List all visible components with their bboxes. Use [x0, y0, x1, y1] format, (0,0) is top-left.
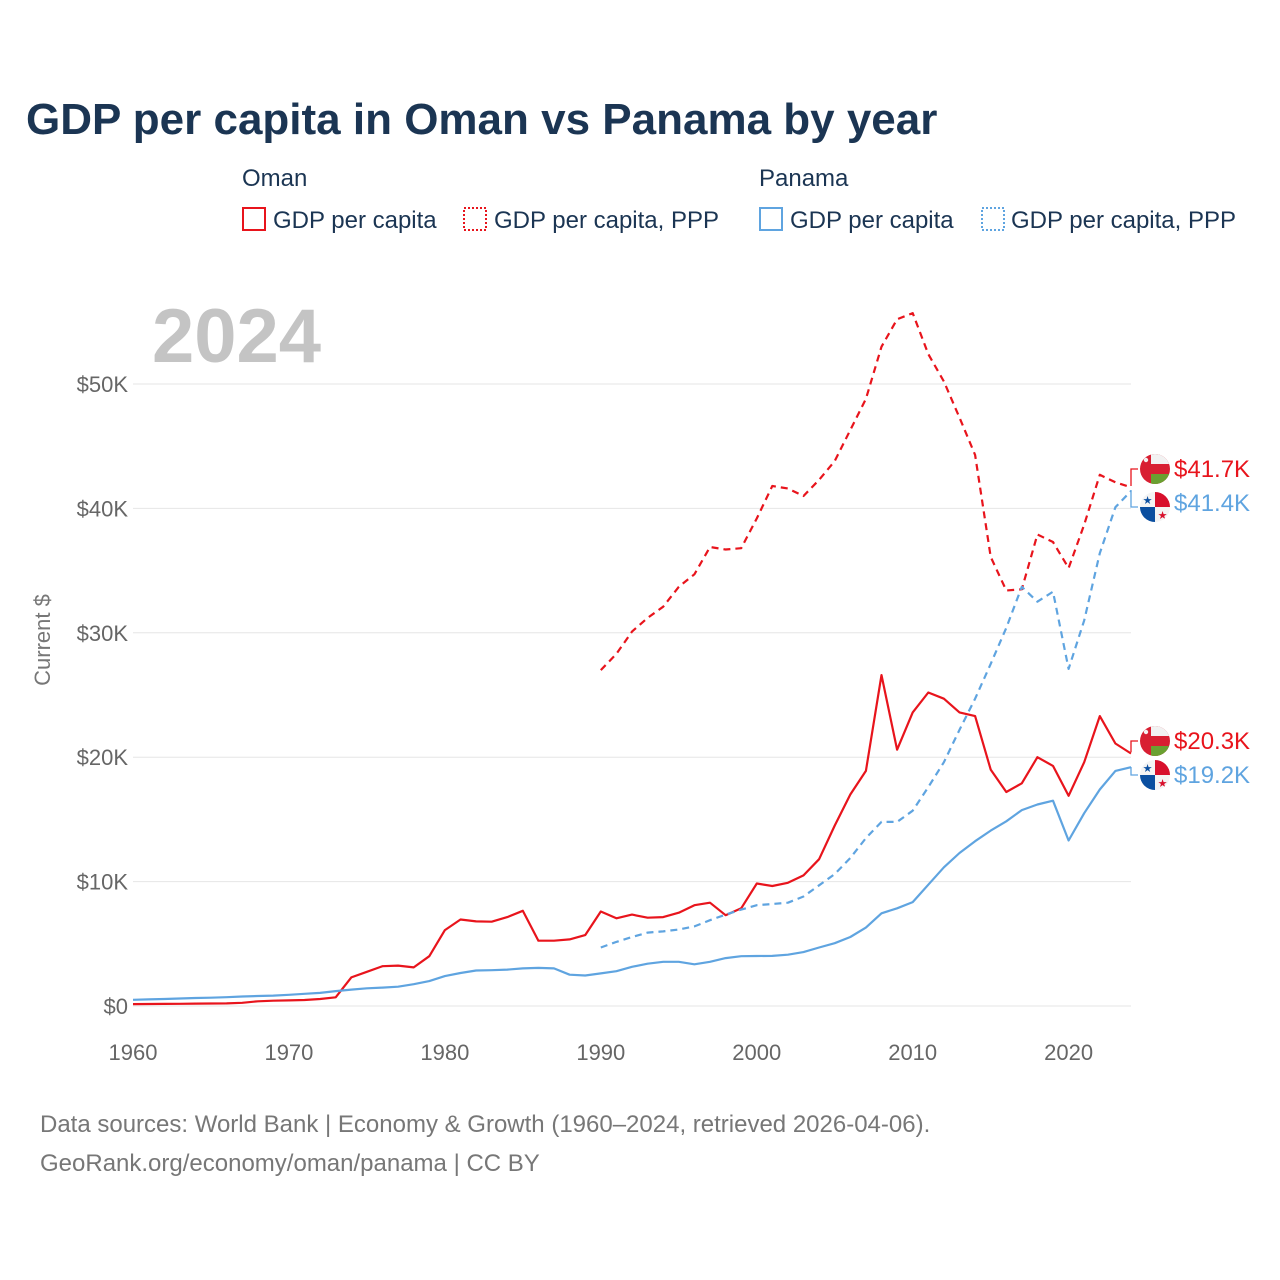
- x-axis: 1960 1970 1980 1990 2000 2010 2020: [109, 1040, 1094, 1065]
- x-tick-label: 1970: [264, 1040, 313, 1065]
- x-tick-label: 2020: [1044, 1040, 1093, 1065]
- end-connectors: [1130, 468, 1138, 776]
- oman-flag-icon: [1140, 454, 1170, 484]
- end-label-panama-gdp: $19.2K: [1174, 762, 1250, 789]
- series-line-panama-gdp-per-capita-ppp[interactable]: [600, 490, 1132, 949]
- x-tick-label: 1960: [109, 1040, 158, 1065]
- series: [132, 312, 1132, 1006]
- series-line-panama-gdp-per-capita[interactable]: [132, 766, 1132, 1001]
- legend-item-oman-gdp[interactable]: GDP per capita: [273, 207, 437, 234]
- year-label: 2024: [152, 294, 321, 379]
- y-axis: $0 $10K $20K $30K $40K $50K: [77, 372, 129, 1019]
- x-tick-label: 2000: [732, 1040, 781, 1065]
- series-line-oman-gdp-per-capita[interactable]: [132, 673, 1132, 1006]
- connector-oman-gdp: [1130, 740, 1138, 752]
- legend-swatch-panama-ppp[interactable]: [981, 207, 1005, 231]
- connector-panama-gdp: [1130, 767, 1138, 776]
- svg-text:★: ★: [1158, 777, 1168, 790]
- legend: Oman GDP per capita GDP per capita, PPP …: [242, 165, 1236, 234]
- y-tick-label: $50K: [77, 372, 129, 397]
- x-tick-label: 1990: [576, 1040, 625, 1065]
- y-tick-label: $0: [104, 994, 128, 1019]
- y-tick-label: $20K: [77, 745, 129, 770]
- y-tick-label: $30K: [77, 621, 129, 646]
- chart-title: GDP per capita in Oman vs Panama by year: [26, 95, 937, 144]
- legend-swatch-panama-gdp[interactable]: [759, 207, 783, 231]
- panama-flag-icon: ★ ★: [1140, 760, 1170, 790]
- legend-item-panama-gdp[interactable]: GDP per capita: [790, 207, 954, 234]
- connector-panama-ppp: [1130, 490, 1138, 508]
- footer-sources: Data sources: World Bank | Economy & Gro…: [40, 1111, 930, 1138]
- end-label-oman-ppp: $41.7K: [1174, 456, 1250, 483]
- y-tick-label: $40K: [77, 496, 129, 521]
- x-tick-label: 2010: [888, 1040, 937, 1065]
- grid: [133, 383, 1131, 1007]
- end-label-oman-gdp: $20.3K: [1174, 728, 1250, 755]
- y-axis-label: Current $: [30, 594, 55, 686]
- connector-oman-ppp: [1130, 468, 1138, 486]
- panama-flag-icon: ★ ★: [1140, 492, 1170, 522]
- footer-credit[interactable]: GeoRank.org/economy/oman/panama | CC BY: [40, 1150, 540, 1177]
- x-tick-label: 1980: [420, 1040, 469, 1065]
- legend-group-panama: Panama: [759, 165, 849, 192]
- y-tick-label: $10K: [77, 870, 129, 895]
- legend-item-oman-ppp[interactable]: GDP per capita, PPP: [494, 207, 719, 234]
- legend-swatch-oman-ppp[interactable]: [463, 207, 487, 231]
- legend-item-panama-ppp[interactable]: GDP per capita, PPP: [1011, 207, 1236, 234]
- end-label-panama-ppp: $41.4K: [1174, 490, 1250, 517]
- legend-swatch-oman-gdp[interactable]: [242, 207, 266, 231]
- svg-text:★: ★: [1158, 509, 1168, 522]
- oman-flag-icon: [1140, 726, 1170, 756]
- svg-text:★: ★: [1143, 762, 1153, 775]
- series-line-oman-gdp-per-capita-ppp[interactable]: [600, 312, 1132, 671]
- svg-text:★: ★: [1143, 494, 1153, 507]
- legend-group-oman: Oman: [242, 165, 307, 192]
